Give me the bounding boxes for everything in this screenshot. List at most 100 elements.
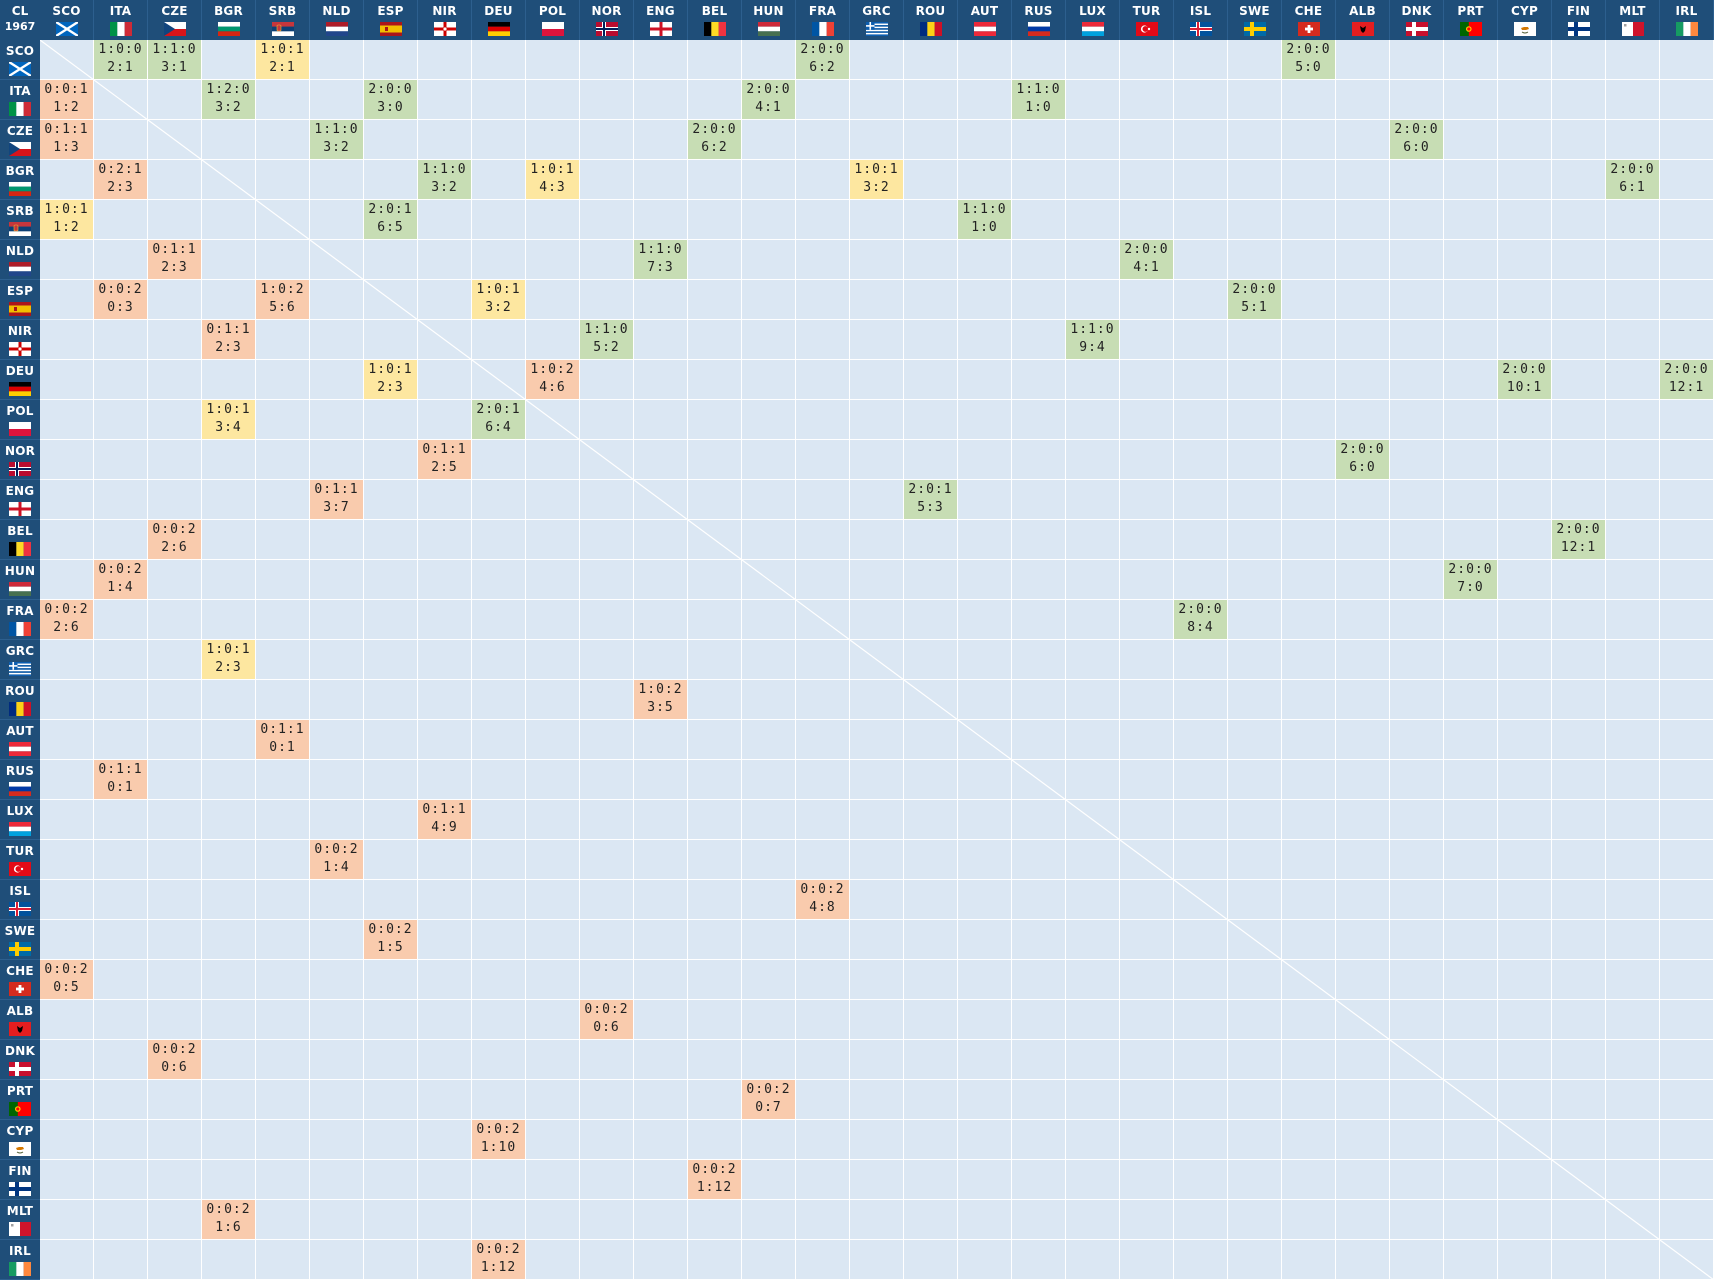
win-draw-loss-record: 0:1:1 — [260, 722, 305, 737]
result-cell-pol-vs-deu: 2:0:1 6:4 — [472, 400, 525, 439]
result-cell-hun-vs-prt: 2:0:0 7:0 — [1444, 560, 1497, 599]
win-draw-loss-record: 2:0:0 — [746, 82, 791, 97]
aggregate-score: 5:0 — [1295, 60, 1322, 75]
row-header-sco: SCO — [0, 40, 40, 80]
belgium-flag-icon — [9, 541, 31, 556]
poland-flag-icon — [541, 21, 564, 36]
row-header-alb: ALB — [0, 1000, 40, 1040]
result-cell-srb-vs-esp: 2:0:1 6:5 — [364, 200, 417, 239]
result-cell-bgr-vs-grc: 1:0:1 3:2 — [850, 160, 903, 199]
column-header-isl: ISL — [1174, 0, 1228, 40]
belgium-flag-icon — [703, 21, 726, 36]
iceland-flag-icon — [9, 901, 31, 916]
aggregate-score: 3:2 — [485, 300, 512, 315]
aggregate-score: 3:7 — [323, 500, 350, 515]
team-code: BEL — [7, 524, 33, 538]
team-code: AUT — [970, 4, 999, 18]
aggregate-score: 1:2 — [53, 220, 80, 235]
result-cell-esp-vs-ita: 0:0:2 0:3 — [94, 280, 147, 319]
grid-row-line — [0, 999, 1714, 1000]
team-code: IRL — [9, 1244, 31, 1258]
team-code: CHE — [6, 964, 34, 978]
team-code: FIN — [1566, 4, 1591, 18]
serbia-flag-icon — [9, 221, 31, 236]
aggregate-score: 10:1 — [1506, 380, 1543, 395]
grid-row-background — [0, 1120, 1714, 1160]
team-code: LUX — [1079, 4, 1106, 18]
team-code: ENG — [646, 4, 675, 18]
win-draw-loss-record: 1:1:0 — [638, 242, 683, 257]
win-draw-loss-record: 1:0:1 — [260, 42, 305, 57]
result-cell-ita-vs-sco: 0:0:1 1:2 — [40, 80, 93, 119]
aggregate-score: 6:0 — [1349, 460, 1376, 475]
grid-row-background — [0, 760, 1714, 800]
result-cell-cze-vs-sco: 0:1:1 1:3 — [40, 120, 93, 159]
aggregate-score: 1:12 — [696, 1180, 733, 1195]
result-cell-ita-vs-bgr: 1:2:0 3:2 — [202, 80, 255, 119]
win-draw-loss-record: 0:0:2 — [314, 842, 359, 857]
finland-flag-icon — [9, 1181, 31, 1196]
column-header-dnk: DNK — [1390, 0, 1444, 40]
result-cell-nor-vs-nir: 0:1:1 2:5 — [418, 440, 471, 479]
grid-column-line — [363, 0, 364, 1280]
win-draw-loss-record: 2:0:0 — [1178, 602, 1223, 617]
grid-column-line — [1227, 0, 1228, 1280]
grid-column-line — [903, 0, 904, 1280]
aggregate-score: 7:0 — [1457, 580, 1484, 595]
column-header-swe: SWE — [1228, 0, 1282, 40]
row-header-pol: POL — [0, 400, 40, 440]
win-draw-loss-record: 1:1:0 — [314, 122, 359, 137]
row-header-cze: CZE — [0, 120, 40, 160]
win-draw-loss-record: 1:2:0 — [206, 82, 251, 97]
result-cell-sco-vs-che: 2:0:0 5:0 — [1282, 40, 1335, 79]
win-draw-loss-record: 2:0:0 — [1340, 442, 1385, 457]
iceland-flag-icon — [1189, 21, 1212, 36]
team-code: DEU — [484, 4, 513, 18]
aggregate-score: 0:1 — [269, 740, 296, 755]
grid-row-background — [0, 1000, 1714, 1040]
team-code: ESP — [377, 4, 404, 18]
result-cell-rou-vs-eng: 1:0:2 3:5 — [634, 680, 687, 719]
france-flag-icon — [811, 21, 834, 36]
hungary-flag-icon — [9, 581, 31, 596]
column-header-srb: SRB — [256, 0, 310, 40]
team-code: CZE — [161, 4, 188, 18]
switzerland-flag-icon — [9, 981, 31, 996]
team-code: AUT — [6, 724, 34, 738]
aggregate-score: 2:3 — [107, 180, 134, 195]
aggregate-score: 4:9 — [431, 820, 458, 835]
aggregate-score: 6:4 — [485, 420, 512, 435]
aggregate-score: 0:6 — [593, 1020, 620, 1035]
team-code: LUX — [6, 804, 34, 818]
result-cell-fin-vs-bel: 0:0:2 1:12 — [688, 1160, 741, 1199]
row-header-tur: TUR — [0, 840, 40, 880]
result-cell-nld-vs-cze: 0:1:1 2:3 — [148, 240, 201, 279]
grid-column-line — [1065, 0, 1066, 1280]
result-cell-irl-vs-deu: 0:0:2 1:12 — [472, 1240, 525, 1279]
result-cell-nld-vs-eng: 1:1:0 7:3 — [634, 240, 687, 279]
win-draw-loss-record: 1:1:0 — [584, 322, 629, 337]
grid-column-line — [1173, 0, 1174, 1280]
bulgaria-flag-icon — [217, 21, 240, 36]
grid-row-background — [0, 960, 1714, 1000]
grid-row-background — [0, 840, 1714, 880]
aggregate-score: 1:5 — [377, 940, 404, 955]
portugal-flag-icon — [1459, 21, 1482, 36]
aggregate-score: 3:2 — [215, 100, 242, 115]
grid-row-line — [0, 839, 1714, 840]
result-cell-sco-vs-cze: 1:1:0 3:1 — [148, 40, 201, 79]
result-cell-esp-vs-deu: 1:0:1 3:2 — [472, 280, 525, 319]
sweden-flag-icon — [1243, 21, 1266, 36]
row-header-deu: DEU — [0, 360, 40, 400]
result-cell-sco-vs-srb: 1:0:1 2:1 — [256, 40, 309, 79]
grid-row-line — [0, 1199, 1714, 1200]
result-cell-pol-vs-bgr: 1:0:1 3:4 — [202, 400, 255, 439]
result-cell-fra-vs-sco: 0:0:2 2:6 — [40, 600, 93, 639]
grid-row-background — [0, 920, 1714, 960]
grid-row-background — [0, 240, 1714, 280]
win-draw-loss-record: 2:0:0 — [1664, 362, 1709, 377]
grid-row-background — [0, 200, 1714, 240]
result-cell-aut-vs-srb: 0:1:1 0:1 — [256, 720, 309, 759]
result-cell-mlt-vs-bgr: 0:0:2 1:6 — [202, 1200, 255, 1239]
aggregate-score: 5:6 — [269, 300, 296, 315]
